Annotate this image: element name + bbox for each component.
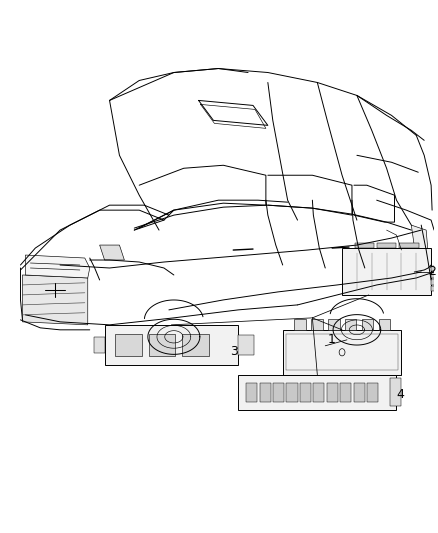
Polygon shape <box>260 383 271 402</box>
Polygon shape <box>311 319 322 330</box>
Text: 4: 4 <box>396 388 404 401</box>
Polygon shape <box>283 330 402 375</box>
Polygon shape <box>316 375 323 384</box>
Polygon shape <box>367 383 378 402</box>
Polygon shape <box>378 319 390 330</box>
Polygon shape <box>182 334 209 356</box>
Polygon shape <box>431 279 438 285</box>
Polygon shape <box>361 319 374 330</box>
Polygon shape <box>286 383 297 402</box>
Polygon shape <box>342 248 431 295</box>
Polygon shape <box>246 383 257 402</box>
Polygon shape <box>328 319 339 330</box>
Polygon shape <box>238 335 254 355</box>
Text: 2: 2 <box>428 265 436 278</box>
Polygon shape <box>354 244 374 248</box>
Polygon shape <box>273 383 284 402</box>
Polygon shape <box>354 383 365 402</box>
Polygon shape <box>290 375 297 384</box>
Polygon shape <box>25 255 90 278</box>
Polygon shape <box>313 383 325 402</box>
Text: 1: 1 <box>327 333 335 346</box>
Polygon shape <box>350 375 357 384</box>
Polygon shape <box>299 375 306 384</box>
Polygon shape <box>333 375 340 384</box>
Polygon shape <box>377 244 396 248</box>
Polygon shape <box>238 375 396 410</box>
Polygon shape <box>115 334 142 356</box>
Polygon shape <box>340 383 351 402</box>
Polygon shape <box>105 325 238 365</box>
Polygon shape <box>327 383 338 402</box>
Polygon shape <box>300 383 311 402</box>
Polygon shape <box>431 286 438 291</box>
Polygon shape <box>390 378 401 406</box>
Polygon shape <box>411 225 429 265</box>
Polygon shape <box>345 319 357 330</box>
Polygon shape <box>307 375 314 384</box>
Polygon shape <box>431 272 438 278</box>
Polygon shape <box>94 337 105 353</box>
Polygon shape <box>431 266 438 271</box>
Polygon shape <box>22 275 88 325</box>
Polygon shape <box>399 244 419 248</box>
Text: 3: 3 <box>230 345 238 358</box>
Polygon shape <box>294 319 306 330</box>
Polygon shape <box>99 245 124 260</box>
Polygon shape <box>342 375 349 384</box>
Polygon shape <box>148 334 175 356</box>
Polygon shape <box>325 375 332 384</box>
